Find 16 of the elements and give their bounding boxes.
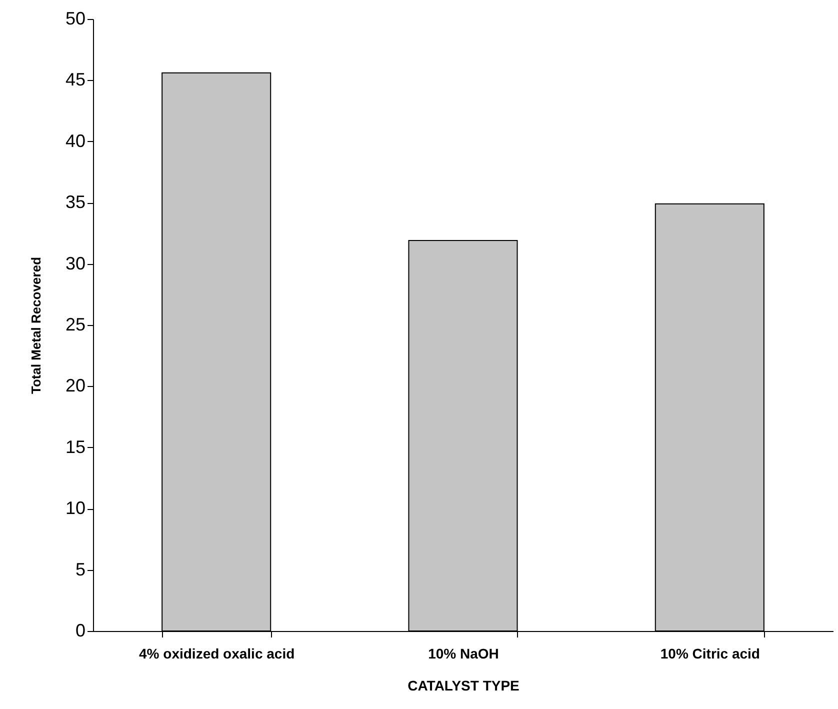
y-tick-label: 25 — [65, 314, 86, 334]
x-tick-label: 10% NaOH — [428, 646, 499, 662]
y-tick-label: 40 — [65, 130, 86, 151]
y-tick-label: 35 — [65, 192, 86, 212]
y-tick-label: 45 — [65, 70, 86, 90]
y-tick-label: 15 — [65, 436, 86, 457]
x-tick-label: 10% Citric acid — [660, 646, 760, 662]
y-tick-label: 5 — [75, 559, 86, 580]
y-tick-label: 50 — [65, 8, 86, 28]
y-tick-label: 30 — [65, 253, 86, 274]
y-tick-label: 20 — [65, 376, 86, 396]
y-tick-label: 0 — [75, 620, 86, 640]
y-tick-label: 10 — [65, 498, 86, 518]
y-axis-title: Total Metal Recovered — [28, 256, 44, 394]
x-tick-label: 4% oxidized oxalic acid — [139, 646, 295, 662]
x-axis-title: CATALYST TYPE — [408, 678, 520, 694]
